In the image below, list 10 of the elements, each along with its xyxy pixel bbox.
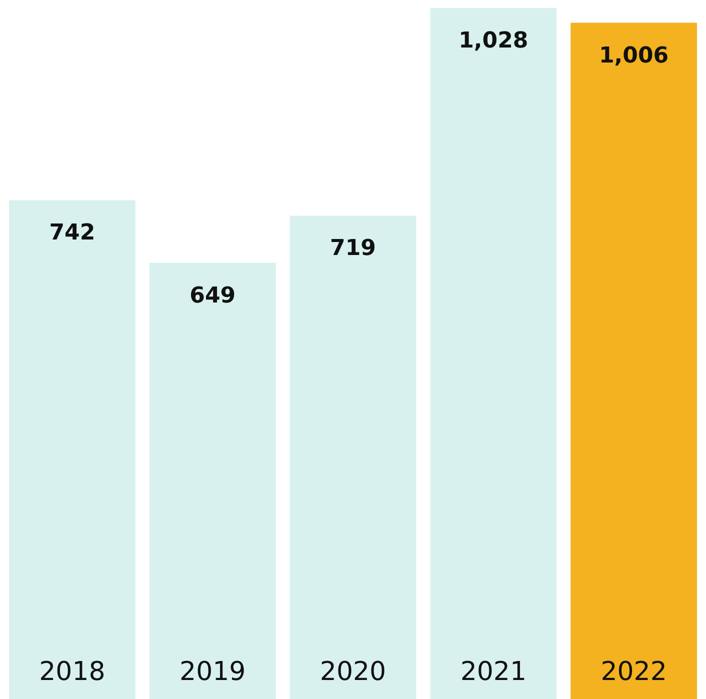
data-label: 1,006 (599, 43, 669, 68)
x-tick-label: 2022 (600, 657, 667, 687)
x-tick-label: 2018 (39, 657, 106, 687)
x-tick-label: 2021 (460, 657, 526, 687)
x-tick-label: 2020 (320, 657, 386, 687)
data-label: 1,028 (458, 28, 528, 54)
data-label: 719 (330, 236, 376, 262)
x-tick-label: 2019 (180, 657, 246, 687)
data-label: 742 (49, 220, 96, 246)
data-label: 649 (190, 283, 236, 308)
